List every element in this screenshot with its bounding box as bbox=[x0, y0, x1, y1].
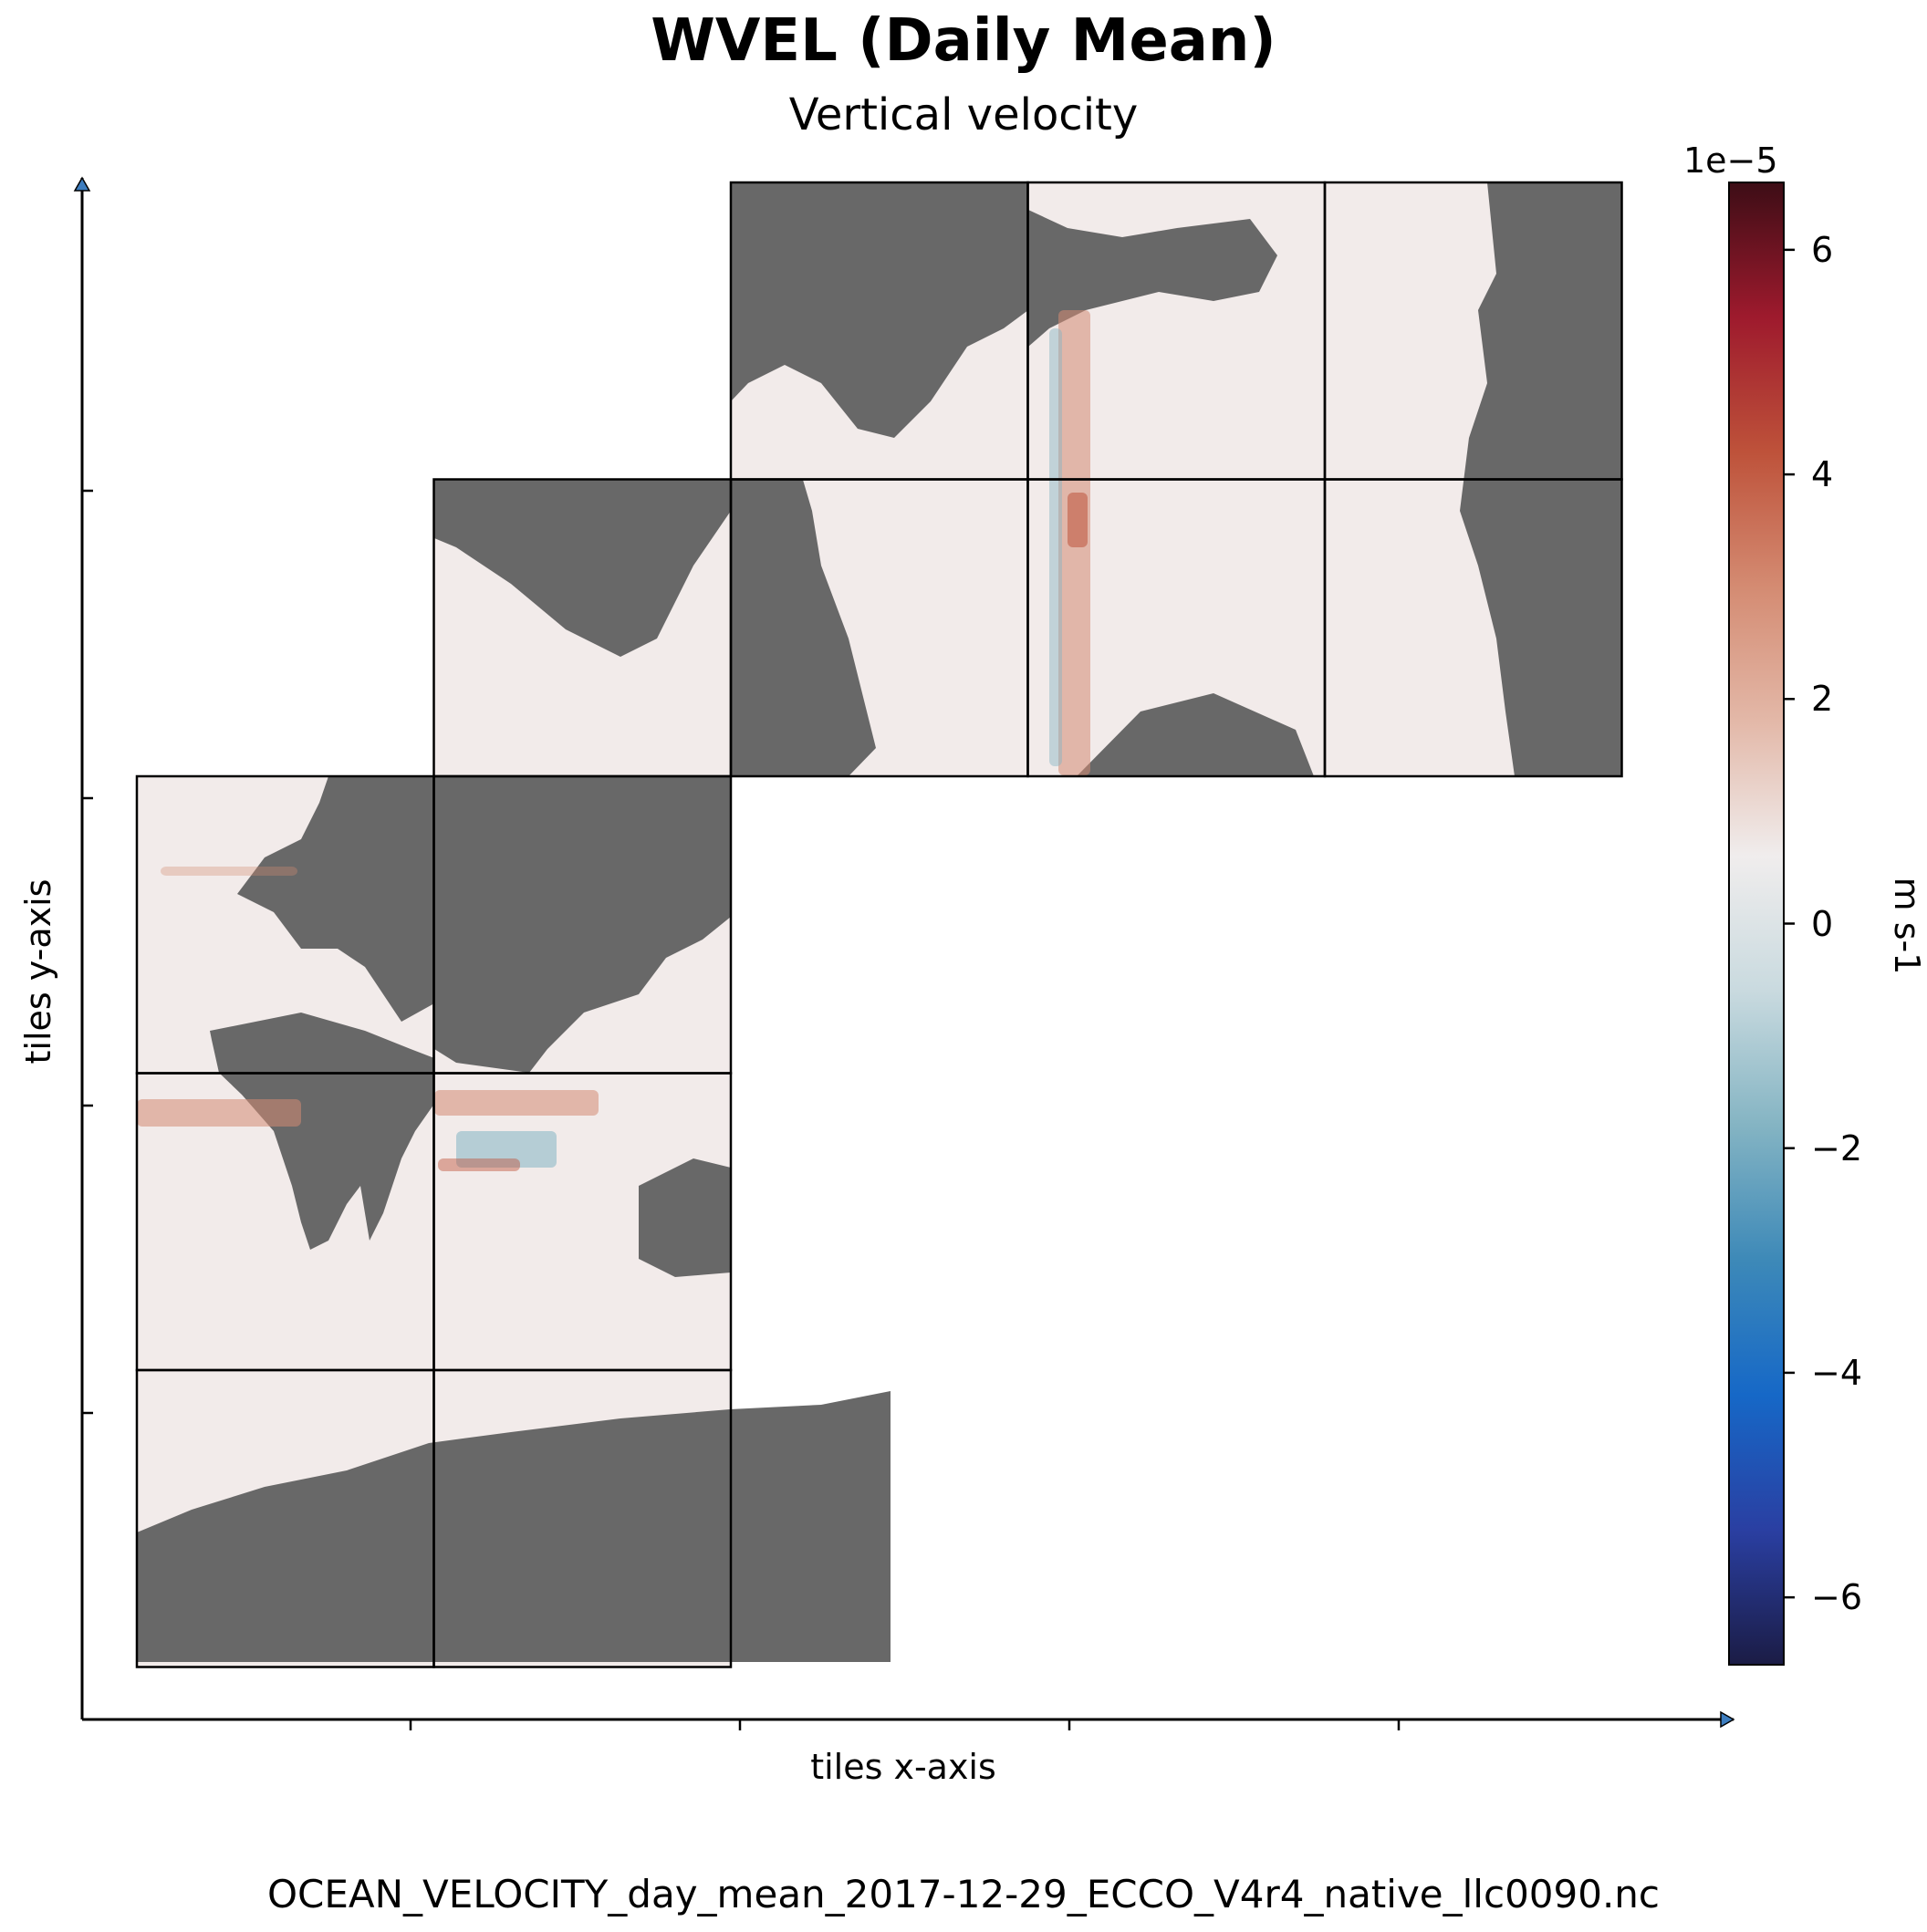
land-mass bbox=[1028, 210, 1277, 347]
land-mass bbox=[137, 1391, 891, 1662]
y-axis-arrow bbox=[73, 176, 91, 192]
colorbar-tick-label: −4 bbox=[1811, 1352, 1863, 1393]
x-axis-arrow bbox=[1720, 1710, 1735, 1729]
colorbar-gradient bbox=[1728, 182, 1785, 1666]
land-mass bbox=[210, 1013, 434, 1250]
y-axis-label: tiles y-axis bbox=[18, 878, 58, 1065]
colorbar-tick-label: 4 bbox=[1811, 454, 1834, 495]
land-mass bbox=[639, 1158, 731, 1277]
land-mass bbox=[434, 776, 731, 1073]
land-mass bbox=[237, 776, 434, 1022]
land-mass bbox=[731, 480, 876, 776]
colorbar-tick-label: 2 bbox=[1811, 679, 1834, 720]
anomaly-feature bbox=[1049, 328, 1062, 766]
colorbar-tick-label: 6 bbox=[1811, 229, 1834, 270]
anomaly-feature bbox=[434, 1090, 599, 1116]
anomaly-feature bbox=[456, 1131, 557, 1168]
colorbar-tick-label: 0 bbox=[1811, 903, 1834, 944]
x-axis-label: tiles x-axis bbox=[810, 1747, 996, 1787]
colorbar-tick-label: −2 bbox=[1811, 1127, 1863, 1169]
land-mass bbox=[731, 182, 1028, 438]
tile-border bbox=[432, 1368, 733, 1668]
tiles-layer bbox=[135, 181, 1623, 1668]
anomaly-feature bbox=[438, 1158, 520, 1171]
file-name-footer: OCEAN_VELOCITY_day_mean_2017-12-29_ECCO_… bbox=[266, 1872, 1661, 1916]
land-mass bbox=[434, 480, 731, 657]
colorbar bbox=[1728, 182, 1795, 1666]
colorbar-exponent: 1e−5 bbox=[1683, 140, 1778, 181]
tile-border bbox=[1323, 478, 1623, 778]
land-mass bbox=[1077, 693, 1314, 776]
chart-title: WVEL (Daily Mean) bbox=[651, 7, 1276, 75]
colorbar-tick-label: −6 bbox=[1811, 1577, 1863, 1618]
anomaly-feature bbox=[1068, 493, 1088, 547]
anomaly-feature bbox=[161, 867, 297, 876]
anomaly-feature bbox=[137, 1099, 301, 1127]
axes-layer bbox=[73, 176, 1735, 1730]
colorbar-label: m s-1 bbox=[1887, 877, 1927, 975]
chart-subtitle: Vertical velocity bbox=[788, 89, 1139, 140]
